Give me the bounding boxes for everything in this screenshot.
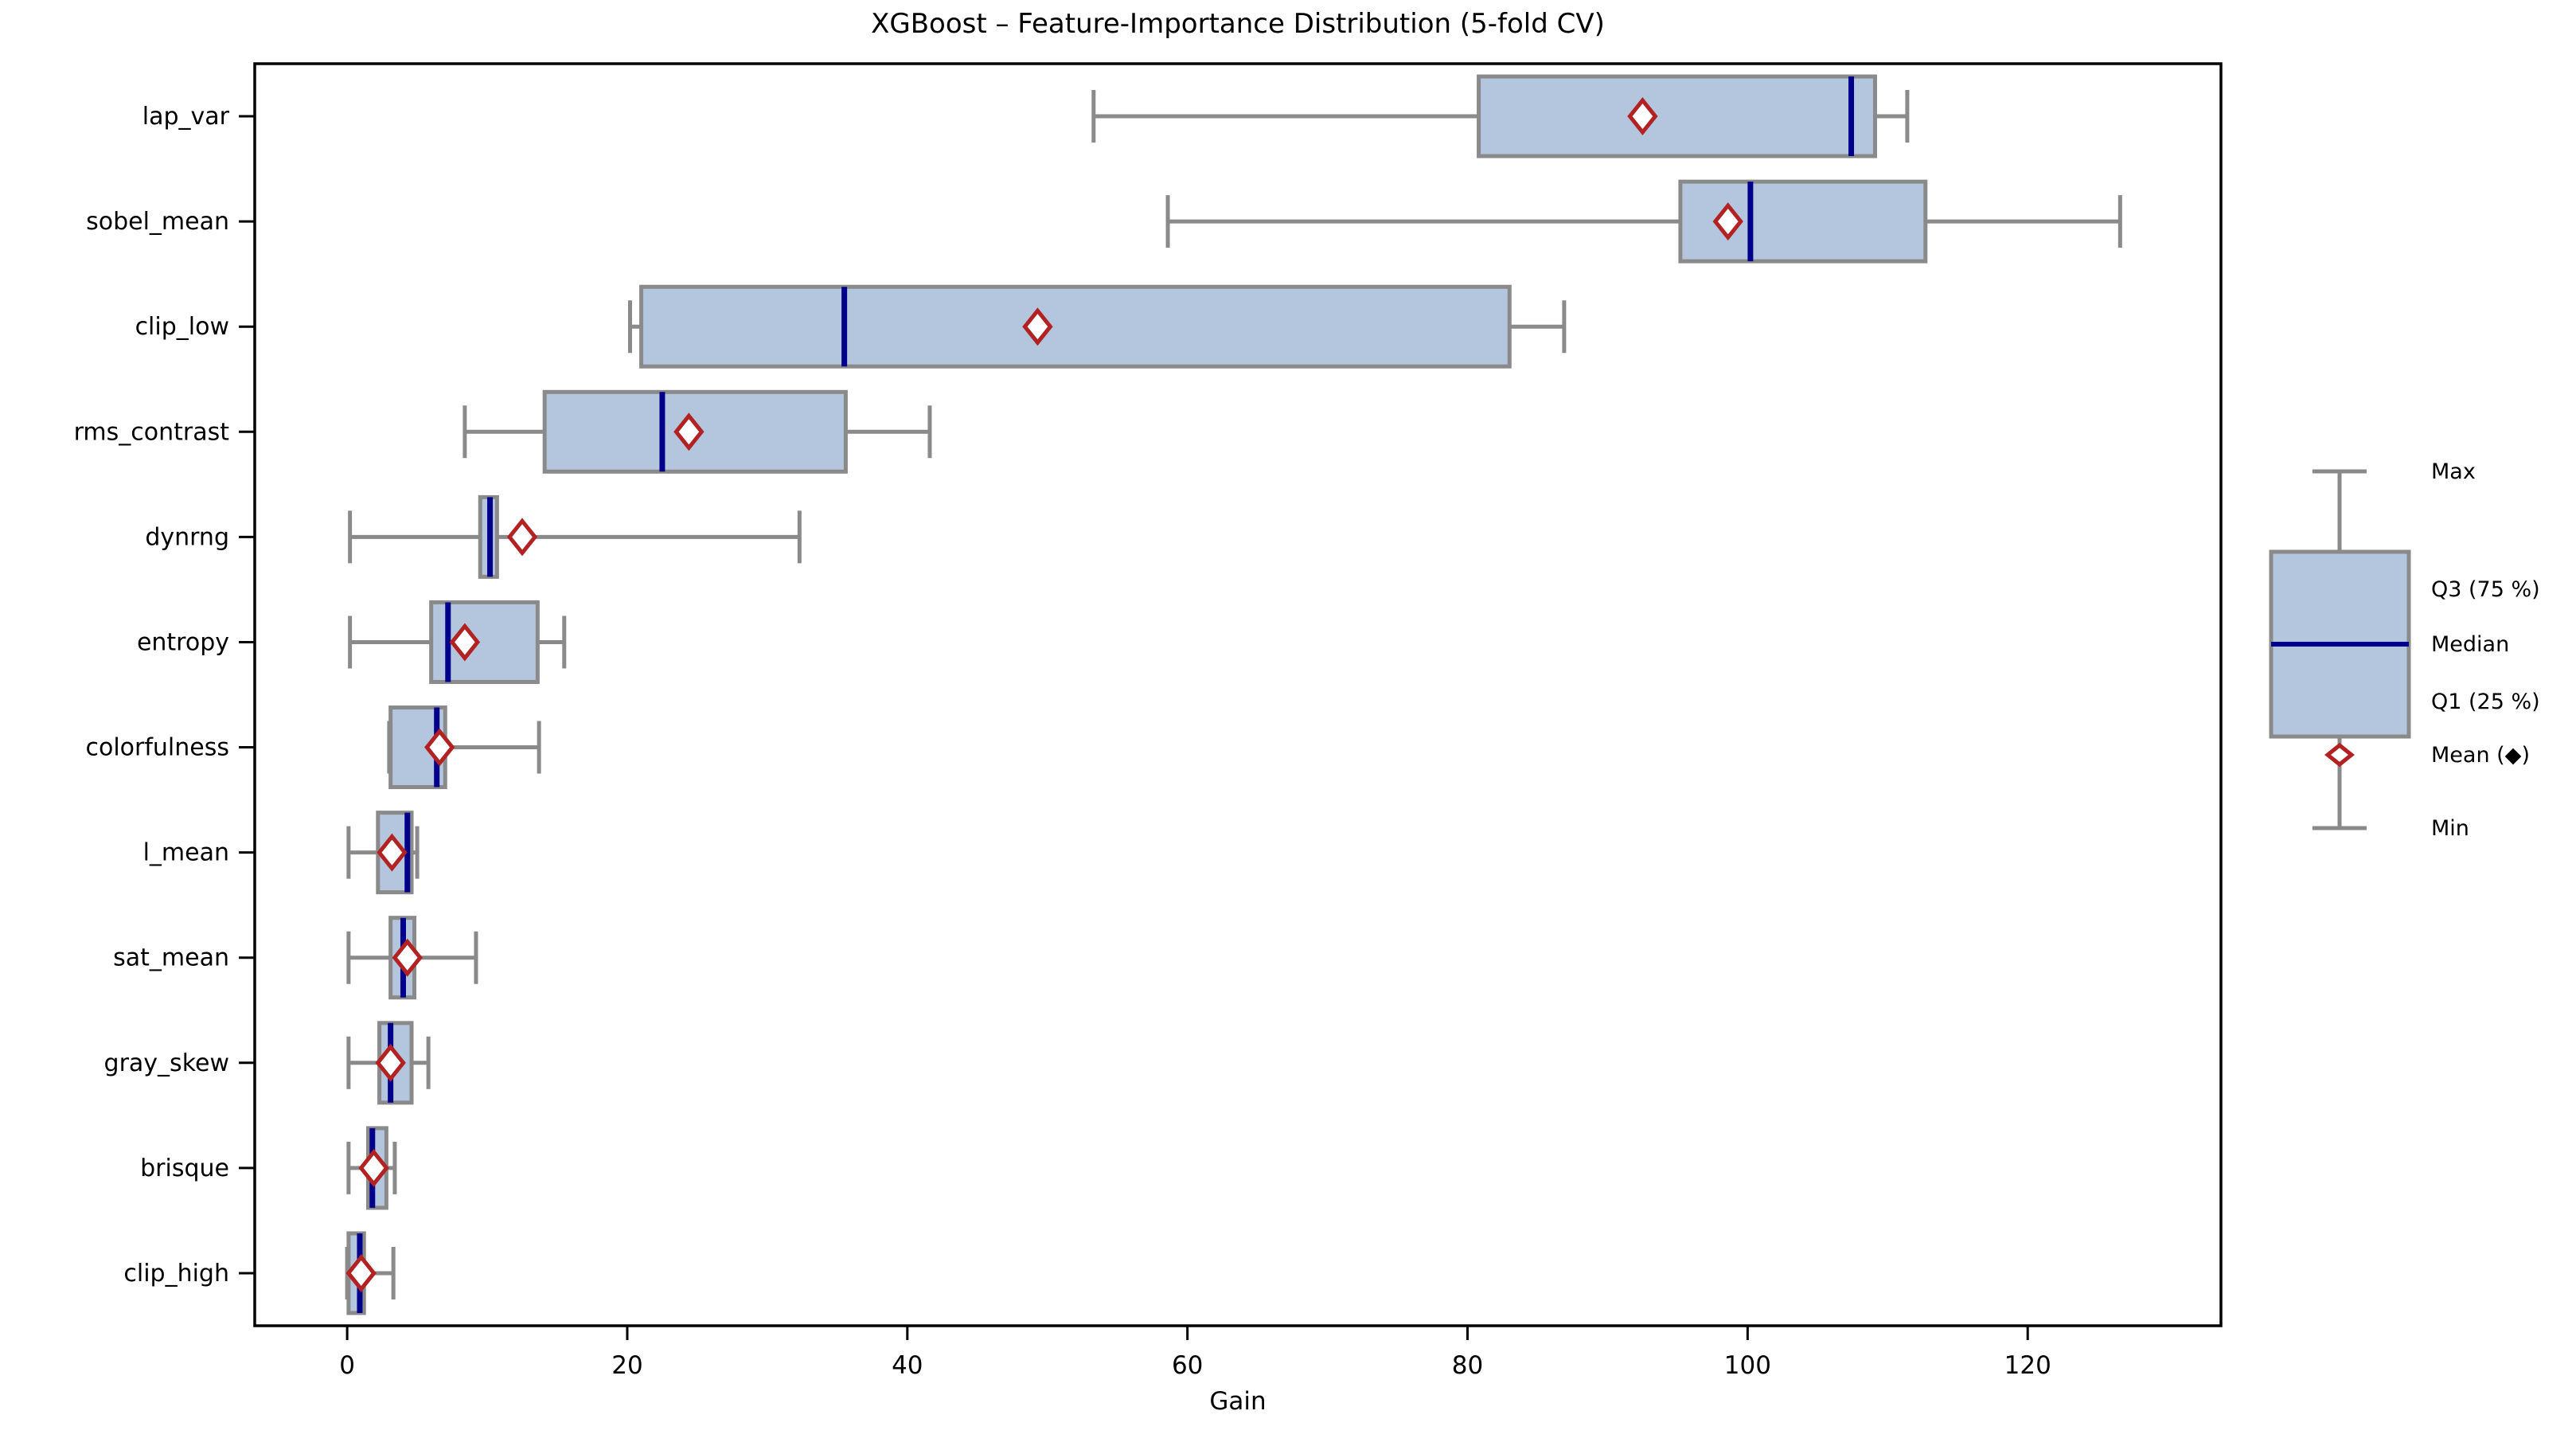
y-tick-label: clip_high <box>123 1260 229 1288</box>
y-tick-label: rms_contrast <box>74 418 230 446</box>
x-tick: 80 <box>1452 1326 1483 1380</box>
box-row-brisque: brisque <box>140 1126 397 1210</box>
legend-label: Median <box>2431 632 2509 657</box>
x-tick-label: 60 <box>1172 1351 1203 1380</box>
legend-label: Q1 (25 %) <box>2431 690 2540 714</box>
y-tick-label: brisque <box>140 1155 229 1182</box>
box-row-l_mean: l_mean <box>143 811 420 895</box>
mean-marker <box>375 1043 406 1082</box>
box-row-dynrng: dynrng <box>145 494 802 579</box>
legend-label: Max <box>2431 459 2476 484</box>
y-tick-label: entropy <box>137 628 229 656</box>
legend: Max Q3 (75 %) Median Q1 (25 %) Mean (◆) Min <box>2269 459 2540 841</box>
plot-frame <box>253 62 2223 1327</box>
x-tick-label: 20 <box>611 1351 642 1380</box>
x-tick: 60 <box>1172 1326 1203 1380</box>
y-tick-label: gray_skew <box>104 1049 229 1077</box>
box-row-clip_low: clip_low <box>135 284 1567 369</box>
x-tick-label: 100 <box>1724 1351 1771 1380</box>
x-tick-label: 80 <box>1452 1351 1483 1380</box>
mean-marker <box>1022 307 1053 346</box>
legend-mean-marker <box>2324 742 2355 768</box>
x-tick: 120 <box>2004 1326 2051 1380</box>
legend-label: Mean (◆) <box>2431 743 2530 768</box>
legend-label: Q3 (75 %) <box>2431 577 2540 602</box>
x-tick-label: 40 <box>892 1351 923 1380</box>
mean-marker <box>424 728 455 767</box>
box-row-entropy: entropy <box>137 600 567 684</box>
iqr-box <box>639 284 1512 369</box>
y-tick-label: lap_var <box>142 103 230 131</box>
y-tick-label: clip_low <box>135 313 229 341</box>
iqr-box <box>1678 179 1928 264</box>
box-row-gray_skew: gray_skew <box>104 1021 431 1105</box>
x-tick: 0 <box>339 1326 355 1380</box>
mean-marker <box>377 833 408 872</box>
x-tick-label: 120 <box>2004 1351 2051 1380</box>
legend-label: Min <box>2431 816 2469 841</box>
box-row-sat_mean: sat_mean <box>113 916 478 1000</box>
x-tick: 40 <box>892 1326 923 1380</box>
box-row-colorfulness: colorfulness <box>85 705 541 790</box>
mean-marker <box>506 518 538 557</box>
mean-marker <box>1627 97 1658 136</box>
mean-marker <box>449 623 481 662</box>
mean-marker <box>392 938 423 977</box>
box-row-clip_high: clip_high <box>123 1231 396 1315</box>
y-tick-label: colorfulness <box>85 734 229 762</box>
x-tick: 20 <box>611 1326 643 1380</box>
mean-marker <box>345 1253 377 1292</box>
y-tick-label: sat_mean <box>113 944 229 972</box>
box-row-rms_contrast: rms_contrast <box>74 389 932 474</box>
box-row-sobel_mean: sobel_mean <box>86 179 2122 264</box>
chart-title: XGBoost – Feature-Importance Distributio… <box>871 8 1605 40</box>
iqr-box <box>1477 74 1877 158</box>
box-row-lap_var: lap_var <box>142 74 1910 158</box>
x-tick-label: 0 <box>339 1351 355 1380</box>
mean-marker <box>358 1148 389 1187</box>
x-axis-label: Gain <box>1209 1387 1267 1416</box>
y-tick-label: sobel_mean <box>86 208 229 236</box>
y-tick-label: l_mean <box>143 839 229 867</box>
mean-marker <box>673 412 704 451</box>
x-tick: 100 <box>1724 1326 1771 1380</box>
mean-marker <box>1712 202 1743 241</box>
y-tick-label: dynrng <box>145 523 229 551</box>
